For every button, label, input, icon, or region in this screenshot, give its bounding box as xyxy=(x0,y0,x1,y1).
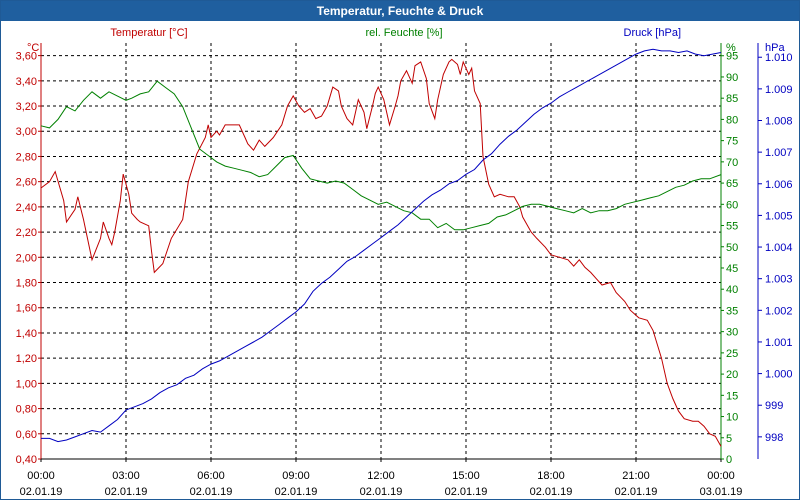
x-tick-time-label: 12:00 xyxy=(367,470,395,482)
pressure-tick-label: 1.005 xyxy=(765,210,793,222)
pressure-tick-label: 1.003 xyxy=(765,274,793,286)
humidity-tick-label: 15 xyxy=(726,390,738,402)
x-tick-time-label: 18:00 xyxy=(537,470,565,482)
temperature-tick-label: 1,20 xyxy=(16,353,37,365)
pressure-tick-label: 1.004 xyxy=(765,242,793,254)
x-tick-date-label: 02.01.19 xyxy=(445,486,488,498)
chart-svg: 0,40 0,60 0,80 1,00 1,20 1,40 1,60 1,80 2,00 2,20… xyxy=(16,27,793,498)
x-tick-date-label: 02.01.19 xyxy=(20,486,63,498)
humidity-tick-label: 55 xyxy=(726,221,738,233)
x-tick-date-label: 02.01.19 xyxy=(105,486,148,498)
pressure-tick-label: 1.006 xyxy=(765,179,793,191)
humidity-tick-label: 5 xyxy=(726,433,732,445)
pressure-tick-label: 1.008 xyxy=(765,116,793,128)
x-tick-date-label: 02.01.19 xyxy=(275,486,318,498)
humidity-tick-label: 0 xyxy=(726,454,732,466)
temperature-tick-label: 2,40 xyxy=(16,202,37,214)
x-tick-time-label: 00:00 xyxy=(27,470,55,482)
humidity-tick-label: 25 xyxy=(726,348,738,360)
temperature-tick-label: 3,40 xyxy=(16,76,37,88)
x-tick-date-label: 02.01.19 xyxy=(530,486,573,498)
pressure-unit-label: hPa xyxy=(765,42,785,54)
temperature-tick-label: 2,20 xyxy=(16,227,37,239)
humidity-tick-label: 20 xyxy=(726,369,738,381)
temperature-tick-label: 1,00 xyxy=(16,378,37,390)
window-title: Temperatur, Feuchte & Druck xyxy=(1,1,799,21)
pressure-tick-label: 998 xyxy=(765,432,783,444)
temperature-tick-label: 1,60 xyxy=(16,303,37,315)
humidity-tick-label: 65 xyxy=(726,178,738,190)
humidity-tick-label: 90 xyxy=(726,72,738,84)
temperature-tick-label: 3,00 xyxy=(16,126,37,138)
pressure-tick-label: 1.007 xyxy=(765,147,793,159)
x-tick-date-label: 03.01.19 xyxy=(700,486,743,498)
humidity-tick-label: 75 xyxy=(726,136,738,148)
pressure-tick-label: 1.010 xyxy=(765,52,793,64)
humidity-tick-label: 50 xyxy=(726,242,738,254)
x-tick-time-label: 00:00 xyxy=(707,470,735,482)
humidity-tick-label: 80 xyxy=(726,114,738,126)
pressure-tick-label: 1.009 xyxy=(765,84,793,96)
temperature-tick-label: 3,20 xyxy=(16,101,37,113)
x-tick-date-label: 02.01.19 xyxy=(190,486,233,498)
temperature-tick-label: 2,80 xyxy=(16,151,37,163)
temperature-series-line xyxy=(40,58,722,447)
temperature-unit-label: °C xyxy=(27,42,39,54)
pressure-series-line xyxy=(41,48,722,443)
x-tick-time-label: 09:00 xyxy=(282,470,310,482)
humidity-tick-label: 85 xyxy=(726,93,738,105)
pressure-tick-label: 1.002 xyxy=(765,305,793,317)
x-tick-time-label: 06:00 xyxy=(197,470,225,482)
temperature-tick-label: 0,60 xyxy=(16,429,37,441)
temperature-tick-label: 2,00 xyxy=(16,252,37,264)
humidity-tick-label: 95 xyxy=(726,51,738,63)
pressure-tick-label: 999 xyxy=(765,400,783,412)
temperature-tick-label: 2,60 xyxy=(16,177,37,189)
x-tick-date-label: 02.01.19 xyxy=(615,486,658,498)
humidity-tick-label: 60 xyxy=(726,199,738,211)
x-tick-time-label: 15:00 xyxy=(452,470,480,482)
temperature-tick-label: 0,40 xyxy=(16,454,37,466)
temperature-tick-label: 3,60 xyxy=(16,51,37,63)
pressure-tick-label: 1.001 xyxy=(765,337,793,349)
humidity-tick-label: 45 xyxy=(726,263,738,275)
humidity-series-line xyxy=(40,80,722,231)
x-tick-time-label: 03:00 xyxy=(112,470,140,482)
humidity-legend-label: rel. Feuchte [%] xyxy=(365,27,442,39)
x-tick-date-label: 02.01.19 xyxy=(360,486,403,498)
pressure-legend-label: Druck [hPa] xyxy=(624,27,681,39)
pressure-tick-label: 1.000 xyxy=(765,369,793,381)
temperature-legend-label: Temperatur [°C] xyxy=(110,27,187,39)
x-tick-time-label: 21:00 xyxy=(622,470,650,482)
humidity-unit-label: % xyxy=(726,42,736,54)
humidity-tick-label: 35 xyxy=(726,305,738,317)
humidity-tick-label: 30 xyxy=(726,327,738,339)
temperature-tick-label: 0,80 xyxy=(16,404,37,416)
humidity-tick-label: 70 xyxy=(726,157,738,169)
humidity-tick-label: 10 xyxy=(726,412,738,424)
temperature-tick-label: 1,80 xyxy=(16,278,37,290)
temperature-tick-label: 1,40 xyxy=(16,328,37,340)
humidity-tick-label: 40 xyxy=(726,284,738,296)
